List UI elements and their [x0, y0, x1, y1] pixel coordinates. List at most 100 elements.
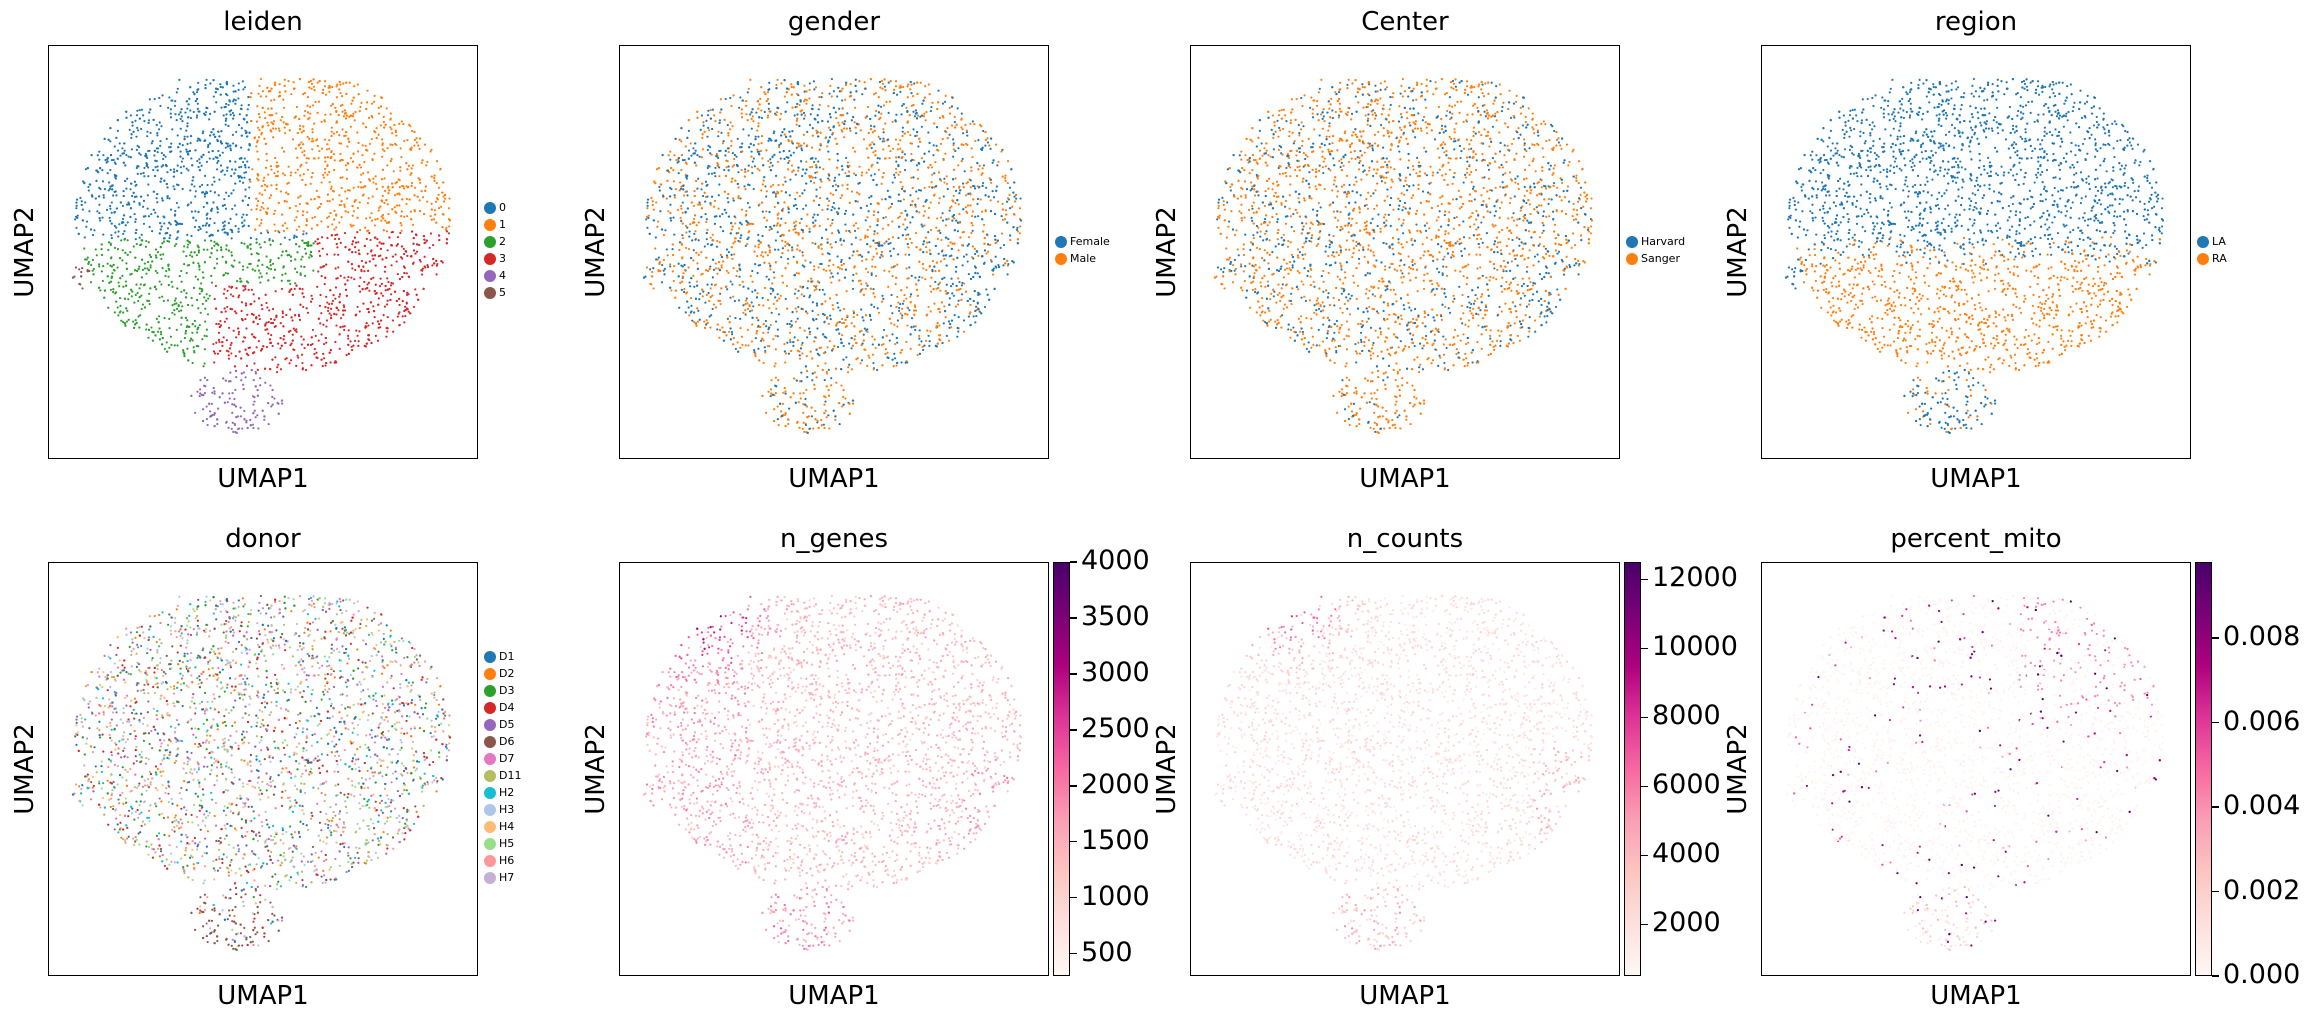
point-gender-720: [787, 422, 790, 426]
point-leiden-890: [140, 294, 143, 297]
point-leiden-2964: [98, 195, 101, 198]
point-leiden-2567: [364, 144, 367, 147]
point-leiden-2459: [142, 114, 145, 117]
point-gender-276: [882, 128, 885, 131]
point-leiden-3394: [313, 198, 316, 201]
point-leiden-910: [130, 272, 133, 275]
point-gender-936: [967, 236, 971, 239]
plot-area-leiden: [48, 45, 478, 459]
point-leiden-3184: [389, 298, 392, 302]
point-leiden-2178: [381, 213, 385, 217]
point-leiden-906: [144, 245, 148, 248]
point-leiden-2491: [291, 138, 295, 141]
point-leiden-2771: [398, 204, 401, 207]
point-gender-334: [659, 269, 662, 273]
point-gender-907: [767, 331, 770, 334]
point-leiden-556: [284, 222, 287, 225]
point-gender-686: [709, 236, 712, 239]
point-gender-298: [786, 257, 790, 260]
point-leiden-2098: [173, 168, 176, 171]
point-leiden-468: [390, 264, 393, 267]
point-gender-469: [827, 368, 830, 371]
point-leiden-2772: [281, 224, 285, 227]
point-leiden-3330: [156, 215, 159, 218]
point-gender-507: [739, 346, 742, 349]
point-leiden-2353: [110, 234, 113, 237]
point-leiden-523: [203, 320, 207, 323]
legend-label-leiden-4: 4: [499, 269, 506, 282]
point-leiden-3145: [126, 253, 129, 256]
point-leiden-3333: [301, 239, 304, 242]
point-leiden-2282: [244, 304, 248, 307]
point-gender-104: [954, 177, 957, 180]
point-leiden-532: [376, 244, 379, 247]
point-leiden-295: [395, 260, 398, 263]
point-leiden-749: [353, 339, 357, 342]
point-leiden-2120: [245, 213, 248, 216]
point-leiden-360: [311, 342, 314, 346]
point-leiden-3334: [221, 392, 224, 395]
point-gender-33: [834, 241, 837, 244]
point-leiden-3055: [333, 218, 336, 221]
point-leiden-1873: [76, 214, 79, 217]
point-leiden-3164: [293, 234, 296, 237]
point-leiden-1786: [231, 207, 234, 211]
point-leiden-1719: [407, 164, 410, 167]
point-leiden-1789: [295, 271, 299, 274]
point-leiden-2285: [271, 262, 275, 265]
point-leiden-887: [372, 181, 375, 184]
point-gender-81: [812, 181, 816, 184]
point-leiden-2915: [186, 239, 189, 242]
point-leiden-59: [99, 289, 102, 292]
point-leiden-2469: [123, 238, 126, 241]
point-leiden-2069: [384, 289, 387, 292]
point-leiden-2365: [81, 287, 84, 290]
point-gender-34: [868, 196, 871, 199]
point-gender-621: [803, 329, 806, 332]
point-leiden-443: [134, 220, 137, 223]
point-leiden-594: [390, 281, 393, 285]
point-leiden-496: [256, 204, 259, 207]
point-leiden-2709: [218, 396, 221, 399]
point-gender-539: [845, 174, 849, 178]
point-leiden-2518: [343, 328, 346, 332]
point-leiden-3049: [384, 123, 387, 126]
point-gender-41: [744, 188, 747, 191]
point-leiden-3035: [299, 303, 302, 306]
point-leiden-2455: [252, 313, 255, 316]
point-leiden-858: [216, 249, 219, 252]
point-leiden-343: [112, 158, 115, 162]
point-leiden-2939: [193, 92, 196, 96]
point-leiden-222: [213, 392, 216, 395]
point-gender-250: [805, 355, 808, 358]
point-leiden-148: [281, 310, 284, 313]
point-leiden-908: [387, 212, 390, 216]
point-gender-668: [765, 190, 768, 193]
point-gender-634: [749, 78, 752, 81]
point-leiden-591: [212, 95, 215, 98]
point-leiden-2889: [277, 412, 280, 415]
point-leiden-782: [401, 315, 404, 318]
point-leiden-667: [278, 83, 281, 86]
point-leiden-3136: [269, 341, 272, 344]
point-gender-219: [916, 353, 919, 357]
point-leiden-2738: [266, 86, 269, 89]
point-leiden-183: [275, 161, 279, 164]
point-gender-96: [845, 127, 848, 130]
point-leiden-633: [342, 115, 346, 118]
point-leiden-2294: [207, 297, 210, 300]
point-leiden-2588: [253, 362, 256, 365]
point-leiden-771: [279, 190, 283, 193]
point-gender-470: [815, 188, 818, 191]
point-leiden-608: [302, 143, 305, 146]
point-leiden-3133: [153, 174, 157, 178]
point-leiden-2359: [160, 151, 163, 155]
point-leiden-3352: [189, 86, 192, 89]
point-leiden-2540: [356, 150, 360, 153]
point-leiden-3362: [191, 323, 194, 326]
point-leiden-2200: [386, 315, 389, 319]
point-leiden-2277: [243, 242, 246, 245]
point-leiden-2221: [102, 194, 105, 197]
point-leiden-2698: [290, 342, 293, 345]
point-leiden-1914: [110, 159, 114, 162]
